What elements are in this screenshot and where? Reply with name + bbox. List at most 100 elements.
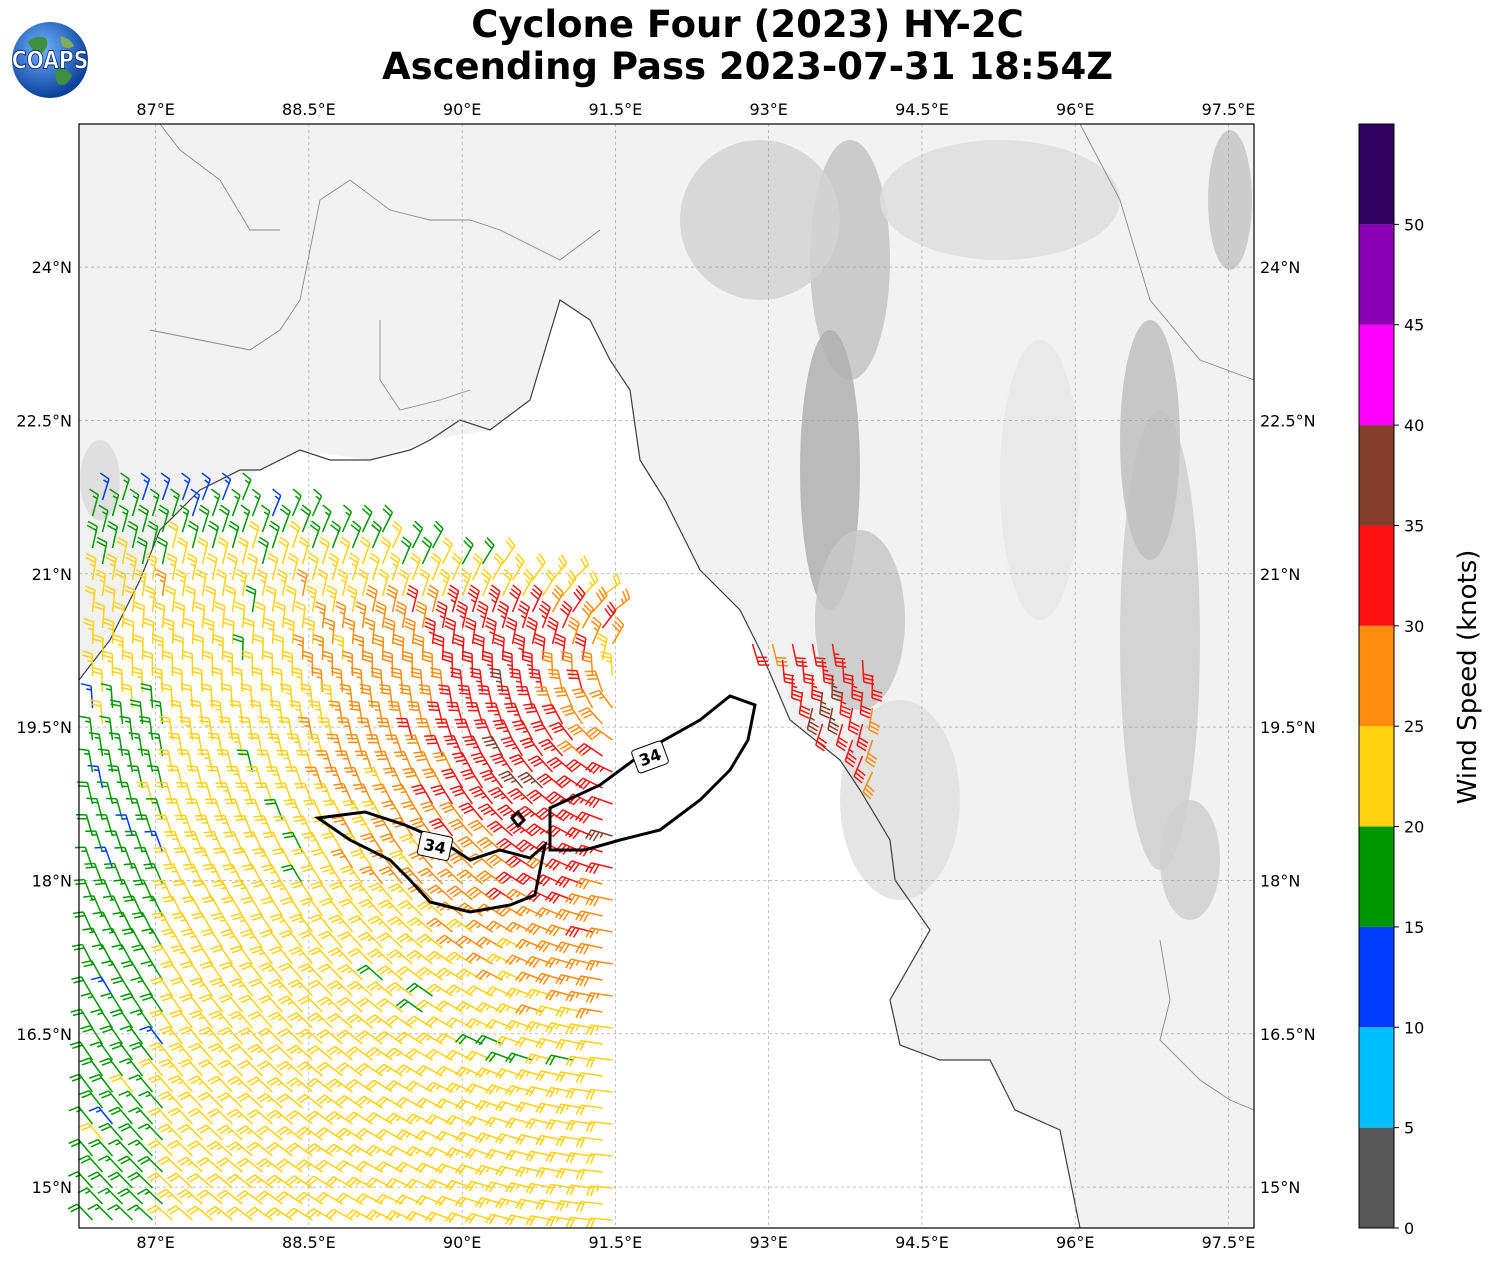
barb-flag <box>289 524 299 532</box>
barb-flag <box>332 852 344 857</box>
barb-flag <box>823 673 834 677</box>
wind-barb <box>321 504 332 533</box>
wind-barb <box>215 568 228 597</box>
barb-flag <box>349 1016 359 1024</box>
mountain-shade <box>880 140 1120 260</box>
barb-half-flag <box>475 1021 481 1027</box>
barb-flag <box>191 670 202 675</box>
barb-half-flag <box>277 1017 284 1022</box>
barb-half-flag <box>296 676 302 679</box>
barb-flag <box>248 524 259 532</box>
wind-barb <box>204 798 224 821</box>
barb-flag <box>277 1028 288 1035</box>
barb-flag <box>93 878 105 882</box>
wind-barb <box>175 569 187 597</box>
barb-flag <box>514 633 525 639</box>
wind-barb <box>565 1055 593 1067</box>
wind-barb <box>188 732 204 757</box>
barb-flag <box>96 781 108 784</box>
barb-half-flag <box>427 906 433 911</box>
barb-flag <box>450 675 462 679</box>
barb-flag <box>251 488 261 497</box>
barb-flag <box>484 1051 493 1061</box>
barb-half-flag <box>447 873 453 878</box>
barb-flag <box>309 704 320 707</box>
barb-flag <box>457 726 468 729</box>
barb-half-flag <box>308 627 314 631</box>
barb-flag <box>294 818 305 823</box>
barb-flag <box>357 572 368 580</box>
barb-flag <box>476 836 487 844</box>
barb-flag <box>231 880 242 884</box>
barb-flag <box>570 726 581 733</box>
barb-flag <box>260 896 271 902</box>
barb-flag <box>484 1084 493 1094</box>
barb-flag <box>866 756 877 764</box>
barb-flag <box>838 736 848 744</box>
barb-flag <box>534 727 546 732</box>
barb-flag <box>581 658 592 663</box>
barb-half-flag <box>418 856 424 861</box>
barb-flag <box>272 637 284 643</box>
wind-barb <box>157 748 174 773</box>
barb-flag <box>481 658 493 663</box>
barb-flag <box>539 1071 546 1082</box>
wind-barb <box>243 617 255 645</box>
barb-flag <box>583 555 590 566</box>
wind-barb <box>169 1009 194 1029</box>
barb-flag <box>549 1152 556 1163</box>
barb-flag <box>835 661 846 664</box>
barb-flag <box>485 620 496 627</box>
barb-half-flag <box>476 956 481 962</box>
barb-flag <box>445 1017 454 1026</box>
wind-barb <box>386 949 413 965</box>
barb-flag <box>247 1011 258 1018</box>
barb-flag <box>453 824 464 831</box>
barb-flag <box>555 633 566 639</box>
barb-flag <box>460 838 471 846</box>
barb-flag <box>547 668 559 672</box>
barb-half-flag <box>396 986 402 992</box>
wind-barb <box>277 995 304 1013</box>
wind-barb <box>300 504 312 533</box>
barb-flag <box>309 1047 320 1055</box>
barb-flag <box>336 996 347 1004</box>
barb-flag <box>538 607 548 616</box>
barb-flag <box>569 1056 576 1067</box>
barb-flag <box>520 600 530 608</box>
barb-flag <box>534 907 543 917</box>
barb-flag <box>386 588 397 596</box>
barb-flag <box>122 963 134 968</box>
barb-half-flag <box>94 736 100 739</box>
barb-flag <box>504 1020 513 1030</box>
barb-flag <box>341 650 353 655</box>
barb-flag <box>505 1117 512 1128</box>
barb-flag <box>82 1028 93 1033</box>
wind-barb <box>575 1007 603 1019</box>
barb-flag <box>544 572 553 582</box>
barb-flag <box>232 638 244 643</box>
barb-flag <box>370 918 381 925</box>
barb-flag <box>251 666 262 671</box>
barb-flag <box>151 1012 163 1018</box>
barb-flag <box>466 742 477 746</box>
wind-barb <box>270 880 294 901</box>
wind-barb <box>441 536 453 565</box>
barb-flag <box>596 636 607 644</box>
barb-flag <box>120 960 132 965</box>
barb-flag <box>387 584 398 592</box>
barb-flag <box>453 755 465 759</box>
wind-barb <box>159 993 184 1013</box>
wind-barb <box>135 569 147 597</box>
barb-flag <box>123 617 134 623</box>
barb-flag <box>337 572 348 580</box>
barb-flag <box>283 798 295 802</box>
wind-barb <box>221 472 232 501</box>
wind-barb <box>488 584 501 613</box>
barb-flag <box>328 914 339 921</box>
barb-flag <box>166 765 178 768</box>
barb-half-flag <box>238 984 245 988</box>
barb-flag <box>290 982 301 989</box>
wind-barb <box>500 736 524 757</box>
barb-flag <box>227 732 239 736</box>
